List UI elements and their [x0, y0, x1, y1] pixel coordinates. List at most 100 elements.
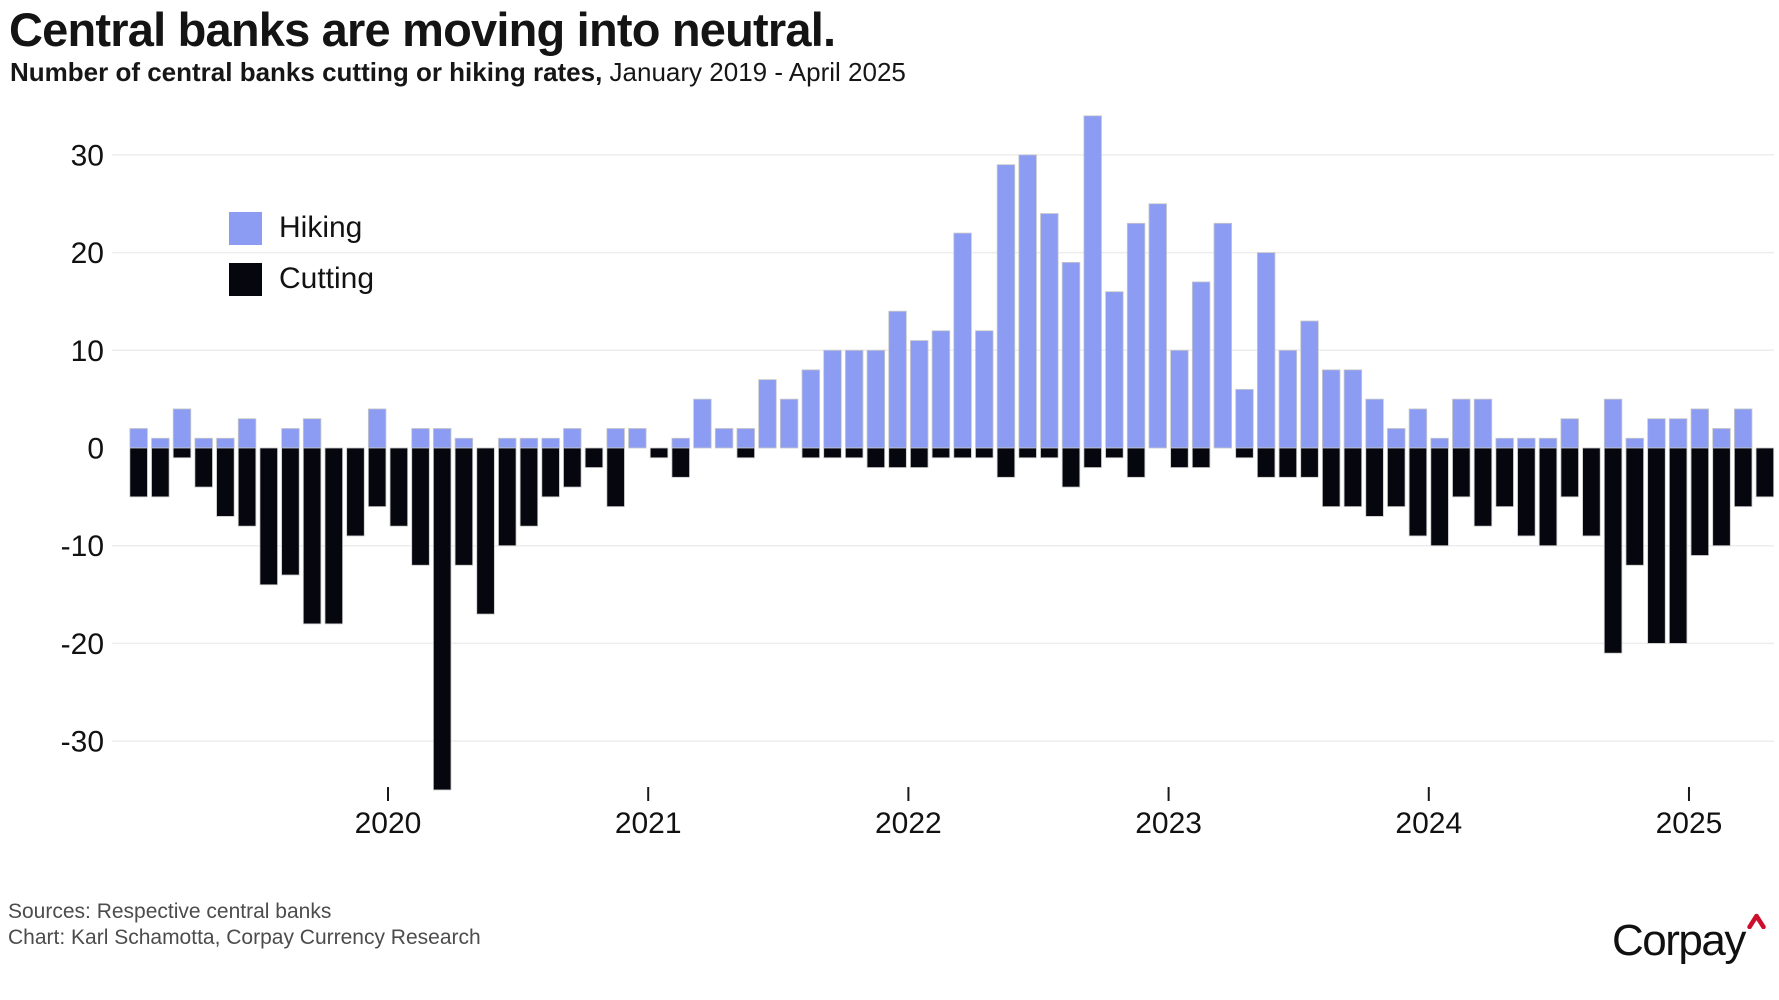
cutting-bar: [1408, 447, 1428, 537]
cutting-bar: [1582, 447, 1601, 537]
hiking-bar: [1712, 428, 1731, 449]
legend-label-cutting: Cutting: [279, 262, 375, 295]
cutting-bar: [1018, 447, 1037, 459]
cutting-bar: [324, 447, 343, 625]
cutting-bar: [519, 447, 539, 527]
hiking-bar: [844, 349, 864, 449]
cutting-bar: [1495, 447, 1514, 508]
corpay-logo-text: Corpay: [1612, 916, 1746, 965]
hiking-bar: [1495, 437, 1514, 449]
hiking-bar: [1105, 291, 1124, 449]
hiking-bar: [931, 330, 951, 449]
hiking-bar: [1408, 408, 1428, 449]
credit-note: Chart: Karl Schamotta, Corpay Currency R…: [8, 926, 481, 949]
cutting-bar: [1105, 447, 1124, 459]
hiking-bar: [194, 437, 213, 449]
cutting-bar: [476, 447, 495, 615]
legend-item-cutting: Cutting: [229, 262, 374, 296]
hiking-bar: [671, 437, 690, 449]
cutting-bar: [801, 447, 821, 459]
cutting-bar: [1452, 447, 1471, 498]
hiking-bar: [1538, 437, 1558, 449]
cutting-bar: [259, 447, 278, 586]
cutting-bar: [1235, 447, 1254, 459]
hiking-bar: [1126, 222, 1146, 449]
cutting-bar: [541, 447, 560, 498]
hiking-bar: [498, 437, 517, 449]
hiking-bar: [996, 164, 1016, 449]
cutting-bar: [931, 447, 951, 459]
hiking-bar: [1191, 281, 1211, 449]
hiking-bar: [1061, 261, 1081, 449]
cutting-bar: [736, 447, 755, 459]
corpay-logo: Corpay: [1612, 913, 1766, 966]
hiking-bar: [216, 437, 235, 449]
cutting-bar: [1473, 447, 1493, 527]
cutting-bar: [866, 447, 886, 468]
x-axis-label: 2025: [1656, 807, 1723, 840]
hiking-bar: [1668, 418, 1688, 449]
subtitle-daterange: January 2019 - April 2025: [602, 57, 906, 87]
hiking-bar: [953, 232, 972, 449]
corpay-caret-icon: [1747, 913, 1766, 930]
cutting-bar: [1712, 447, 1731, 547]
hiking-bar: [281, 428, 300, 449]
cutting-bar: [1343, 447, 1363, 508]
cutting-bar: [844, 447, 864, 459]
cutting-bar: [1603, 447, 1623, 654]
hiking-bar: [975, 330, 994, 449]
hiking-bar: [1235, 388, 1254, 449]
cutting-bar: [649, 447, 669, 459]
cutting-bar: [1625, 447, 1644, 566]
hiking-bar: [866, 349, 886, 449]
cutting-bar: [1278, 447, 1298, 478]
hiking-bar: [779, 398, 799, 449]
cutting-bar: [216, 447, 235, 517]
legend: Hiking Cutting: [229, 211, 374, 313]
cutting-bar: [823, 447, 842, 459]
x-axis-label: 2020: [355, 807, 422, 840]
cutting-bar: [1647, 447, 1666, 644]
hiking-bar: [1387, 428, 1406, 449]
hiking-bar: [758, 379, 777, 449]
legend-label-hiking: Hiking: [279, 211, 363, 244]
y-axis-label: -20: [61, 628, 104, 661]
hiking-bar: [1278, 349, 1298, 449]
x-axis-label: 2023: [1135, 807, 1202, 840]
hiking-bar: [714, 428, 734, 449]
cutting-bar: [389, 447, 409, 527]
cutting-bar: [584, 447, 604, 468]
hiking-bar: [1690, 408, 1710, 449]
hiking-bar: [454, 437, 474, 449]
hiking-bar: [628, 428, 647, 449]
cutting-bar: [281, 447, 300, 576]
hiking-bar: [1343, 369, 1363, 449]
hiking-bar: [1083, 115, 1102, 449]
hiking-bar: [1517, 437, 1536, 449]
hiking-bar: [1148, 203, 1167, 449]
hiking-swatch: [229, 211, 262, 245]
cutting-bar: [1430, 447, 1449, 547]
cutting-bar: [172, 447, 192, 459]
cutting-bar: [367, 447, 387, 508]
cutting-bar: [910, 447, 929, 468]
hiking-bar: [1647, 418, 1666, 449]
y-axis-label: 30: [71, 139, 104, 172]
cutting-bar: [1517, 447, 1536, 537]
hiking-bar: [801, 369, 821, 449]
hiking-bar: [519, 437, 539, 449]
hiking-bar: [237, 418, 257, 449]
cutting-bar: [606, 447, 625, 508]
cutting-bar: [1387, 447, 1406, 508]
footer: Sources: Respective central banks Chart:…: [8, 899, 481, 951]
hiking-bar: [693, 398, 712, 449]
hiking-bar: [1018, 154, 1037, 449]
hiking-bar: [1170, 349, 1189, 449]
hiking-bar: [1322, 369, 1341, 449]
cutting-bar: [671, 447, 690, 478]
cutting-bar: [194, 447, 213, 488]
hiking-bar: [1213, 222, 1232, 449]
x-axis-label: 2021: [615, 807, 682, 840]
